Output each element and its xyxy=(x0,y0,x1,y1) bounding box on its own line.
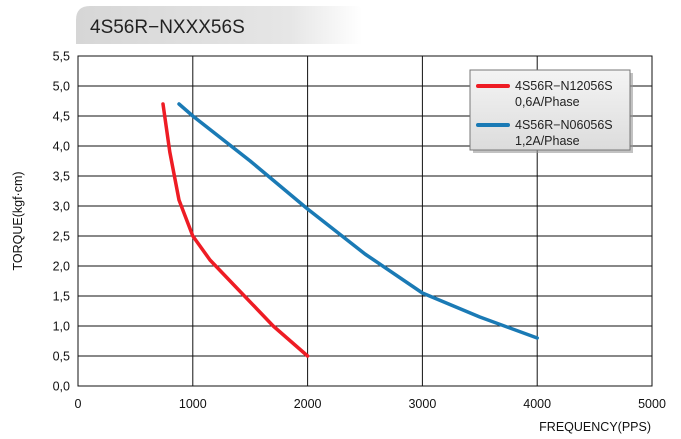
x-tick-label: 0 xyxy=(75,397,82,411)
x-tick-label: 2000 xyxy=(294,397,322,411)
legend-label-series-1: 4S56R−N12056S xyxy=(515,79,613,93)
x-tick-label: 1000 xyxy=(179,397,207,411)
y-tick-label: 4,5 xyxy=(53,110,70,124)
legend: 4S56R−N12056S 0,6A/Phase 4S56R−N06056S 1… xyxy=(469,69,633,153)
y-tick-labels: 0,0 0,5 1,0 1,5 2,0 2,5 3,0 3,5 4,0 4,5 5,0 5,5 xyxy=(53,50,70,394)
y-tick-label: 3,0 xyxy=(53,200,70,214)
series-line-2 xyxy=(177,102,539,340)
y-tick-label: 1,0 xyxy=(53,320,70,334)
y-axis-label: TORQUE(kgf·cm) xyxy=(11,171,25,270)
legend-label-series-2: 4S56R−N06056S xyxy=(515,118,613,132)
legend-sublabel-series-1: 0,6A/Phase xyxy=(515,95,580,109)
y-tick-label: 4,0 xyxy=(53,140,70,154)
x-tick-labels: 0 1000 2000 3000 4000 5000 xyxy=(75,397,666,411)
y-tick-label: 3,5 xyxy=(53,170,70,184)
y-tick-label: 5,0 xyxy=(53,80,70,94)
x-tick-label: 5000 xyxy=(638,397,666,411)
y-tick-label: 2,0 xyxy=(53,260,70,274)
chart-title: 4S56R−NXXX56S xyxy=(90,17,245,38)
y-tick-label: 0,5 xyxy=(53,350,70,364)
legend-box xyxy=(469,69,631,151)
series-line-1 xyxy=(161,102,310,358)
y-tick-label: 0,0 xyxy=(53,380,70,394)
legend-sublabel-series-2: 1,2A/Phase xyxy=(515,134,580,148)
y-tick-label: 1,5 xyxy=(53,290,70,304)
title-tab xyxy=(76,6,362,44)
x-tick-label: 3000 xyxy=(408,397,436,411)
series-layer xyxy=(161,102,539,358)
grid xyxy=(78,56,652,386)
y-tick-label: 5,5 xyxy=(53,50,70,64)
x-tick-label: 4000 xyxy=(523,397,551,411)
x-axis-label: FREQUENCY(PPS) xyxy=(539,420,651,434)
y-tick-label: 2,5 xyxy=(53,230,70,244)
